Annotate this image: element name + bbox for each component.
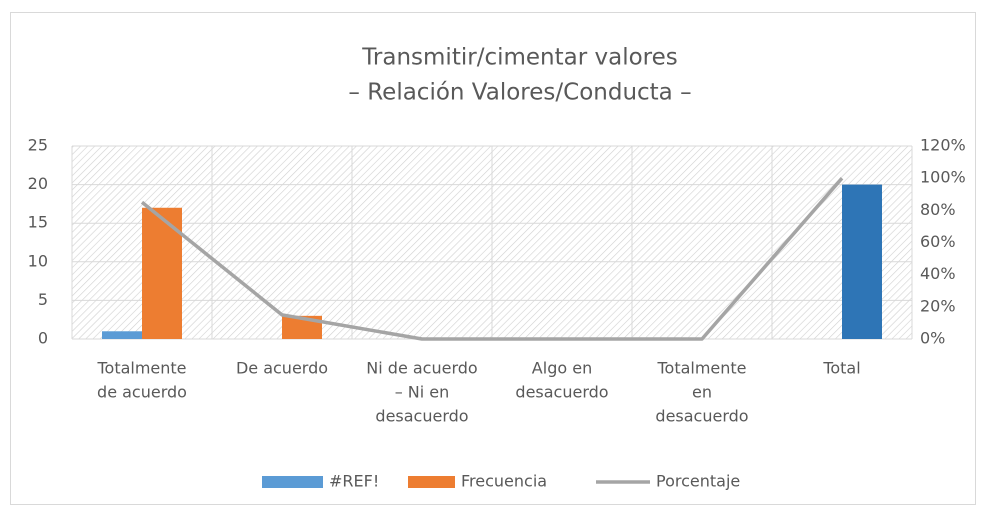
chart-title: Transmitir/cimentar valores xyxy=(361,45,678,71)
x-tick-label: Algo en xyxy=(532,359,592,378)
y-tick-label: 20 xyxy=(28,174,48,193)
y2-tick-label: 20% xyxy=(920,296,956,315)
x-tick-label: Ni de acuerdo xyxy=(366,359,477,378)
line xyxy=(140,177,844,341)
x-tick-label: – Ni en xyxy=(395,383,450,402)
y2-tick-label: 40% xyxy=(920,264,956,283)
legend-label: Porcentaje xyxy=(656,472,740,491)
y2-tick-label: 0% xyxy=(920,329,945,348)
chart-title: – Relación Valores/Conducta – xyxy=(348,80,691,106)
x-tick-label: desacuerdo xyxy=(515,383,608,402)
x-tick-label: desacuerdo xyxy=(655,407,748,426)
x-tick-label: Total xyxy=(822,359,860,378)
bar xyxy=(842,184,882,339)
legend-label: #REF! xyxy=(329,472,379,491)
x-tick-label: De acuerdo xyxy=(236,359,328,378)
x-tick-label: Totalmente xyxy=(96,359,186,378)
y2-tick-label: 80% xyxy=(920,200,956,219)
x-tick-label: Totalmente xyxy=(656,359,746,378)
legend-swatch xyxy=(262,476,323,488)
y-tick-label: 0 xyxy=(38,329,48,348)
legend-swatch xyxy=(408,476,455,488)
legend-label: Frecuencia xyxy=(461,472,547,491)
bar xyxy=(102,331,142,339)
y2-tick-label: 100% xyxy=(920,168,966,187)
y2-tick-label: 60% xyxy=(920,232,956,251)
y-tick-label: 10 xyxy=(28,251,48,270)
x-tick-label: desacuerdo xyxy=(375,407,468,426)
y2-tick-label: 120% xyxy=(920,136,966,155)
x-tick-label: en xyxy=(692,383,712,402)
y-tick-label: 25 xyxy=(28,136,48,155)
x-tick-label: de acuerdo xyxy=(97,383,187,402)
y-tick-label: 5 xyxy=(38,290,48,309)
y-tick-label: 15 xyxy=(28,213,48,232)
